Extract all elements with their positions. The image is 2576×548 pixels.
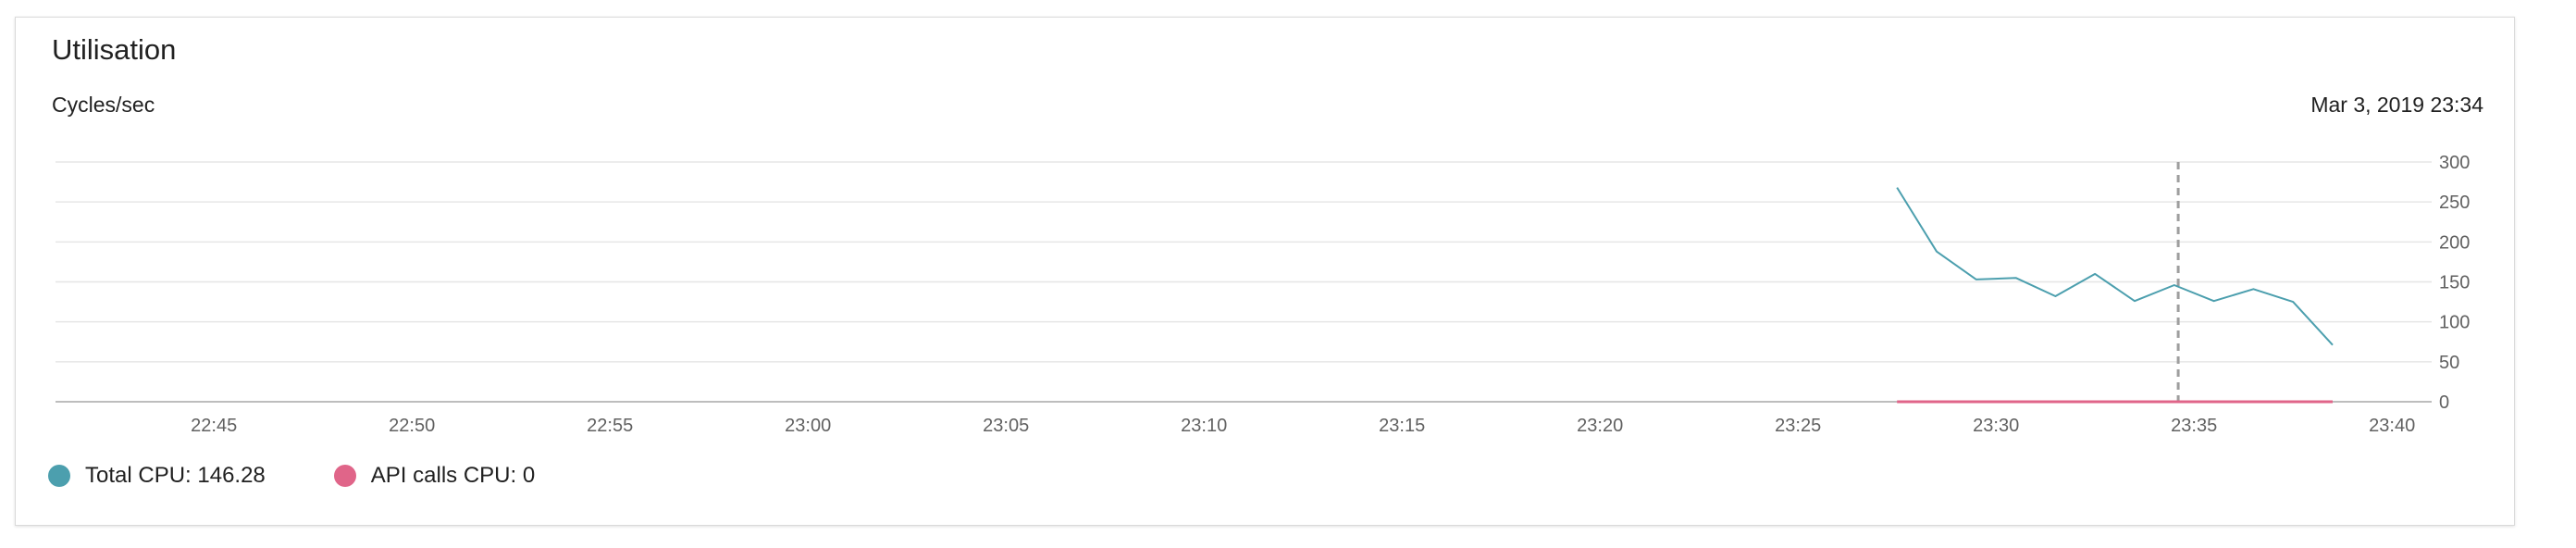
y-tick-label-300: 300	[2439, 153, 2470, 173]
y-axis-ticks: 0 50 100 150 200 250 300	[2439, 153, 2470, 413]
x-tick-label-2335: 23:35	[2171, 416, 2217, 436]
legend-label-total-cpu: Total CPU: 146.28	[85, 463, 266, 488]
x-tick-label-2310: 23:10	[1181, 416, 1227, 436]
legend-dot-api-calls-cpu	[333, 465, 356, 487]
utilisation-card	[15, 17, 2515, 526]
x-tick-label-2315: 23:15	[1379, 416, 1425, 436]
series-line-total-cpu[interactable]	[1896, 187, 2334, 346]
x-tick-label-2300: 23:00	[785, 416, 831, 436]
chart-legend: Total CPU: 146.28 API calls CPU: 0	[48, 463, 603, 489]
legend-item-total-cpu[interactable]: Total CPU: 146.28	[48, 463, 266, 489]
legend-dot-total-cpu	[48, 465, 70, 487]
x-tick-label-2340: 23:40	[2369, 416, 2415, 436]
legend-label-api-calls-cpu: API calls CPU: 0	[370, 463, 536, 488]
y-tick-label-200: 200	[2439, 232, 2470, 253]
card-title: Utilisation	[52, 33, 177, 66]
grid-lines	[56, 161, 2432, 403]
y-tick-label-0: 0	[2439, 392, 2449, 413]
x-axis-ticks: 22:45 22:50 22:55 23:00 23:05 23:10 23:15 23:20…	[191, 416, 2415, 436]
y-tick-label-150: 150	[2439, 273, 2470, 293]
y-tick-label-100: 100	[2439, 313, 2470, 333]
x-tick-label-2245: 22:45	[191, 416, 237, 436]
x-tick-label-2255: 22:55	[587, 416, 633, 436]
x-tick-label-2305: 23:05	[983, 416, 1029, 436]
x-tick-label-2250: 22:50	[389, 416, 435, 436]
y-tick-label-250: 250	[2439, 193, 2470, 213]
x-tick-label-2330: 23:30	[1973, 416, 2019, 436]
series-lines[interactable]	[1896, 187, 2334, 404]
x-tick-label-2325: 23:25	[1775, 416, 1821, 436]
hover-datetime: Mar 3, 2019 23:34	[2310, 93, 2483, 117]
legend-item-api-calls-cpu[interactable]: API calls CPU: 0	[333, 463, 536, 489]
x-tick-label-2320: 23:20	[1577, 416, 1623, 436]
unit-label: Cycles/sec	[52, 93, 155, 117]
y-tick-label-50: 50	[2439, 353, 2459, 373]
